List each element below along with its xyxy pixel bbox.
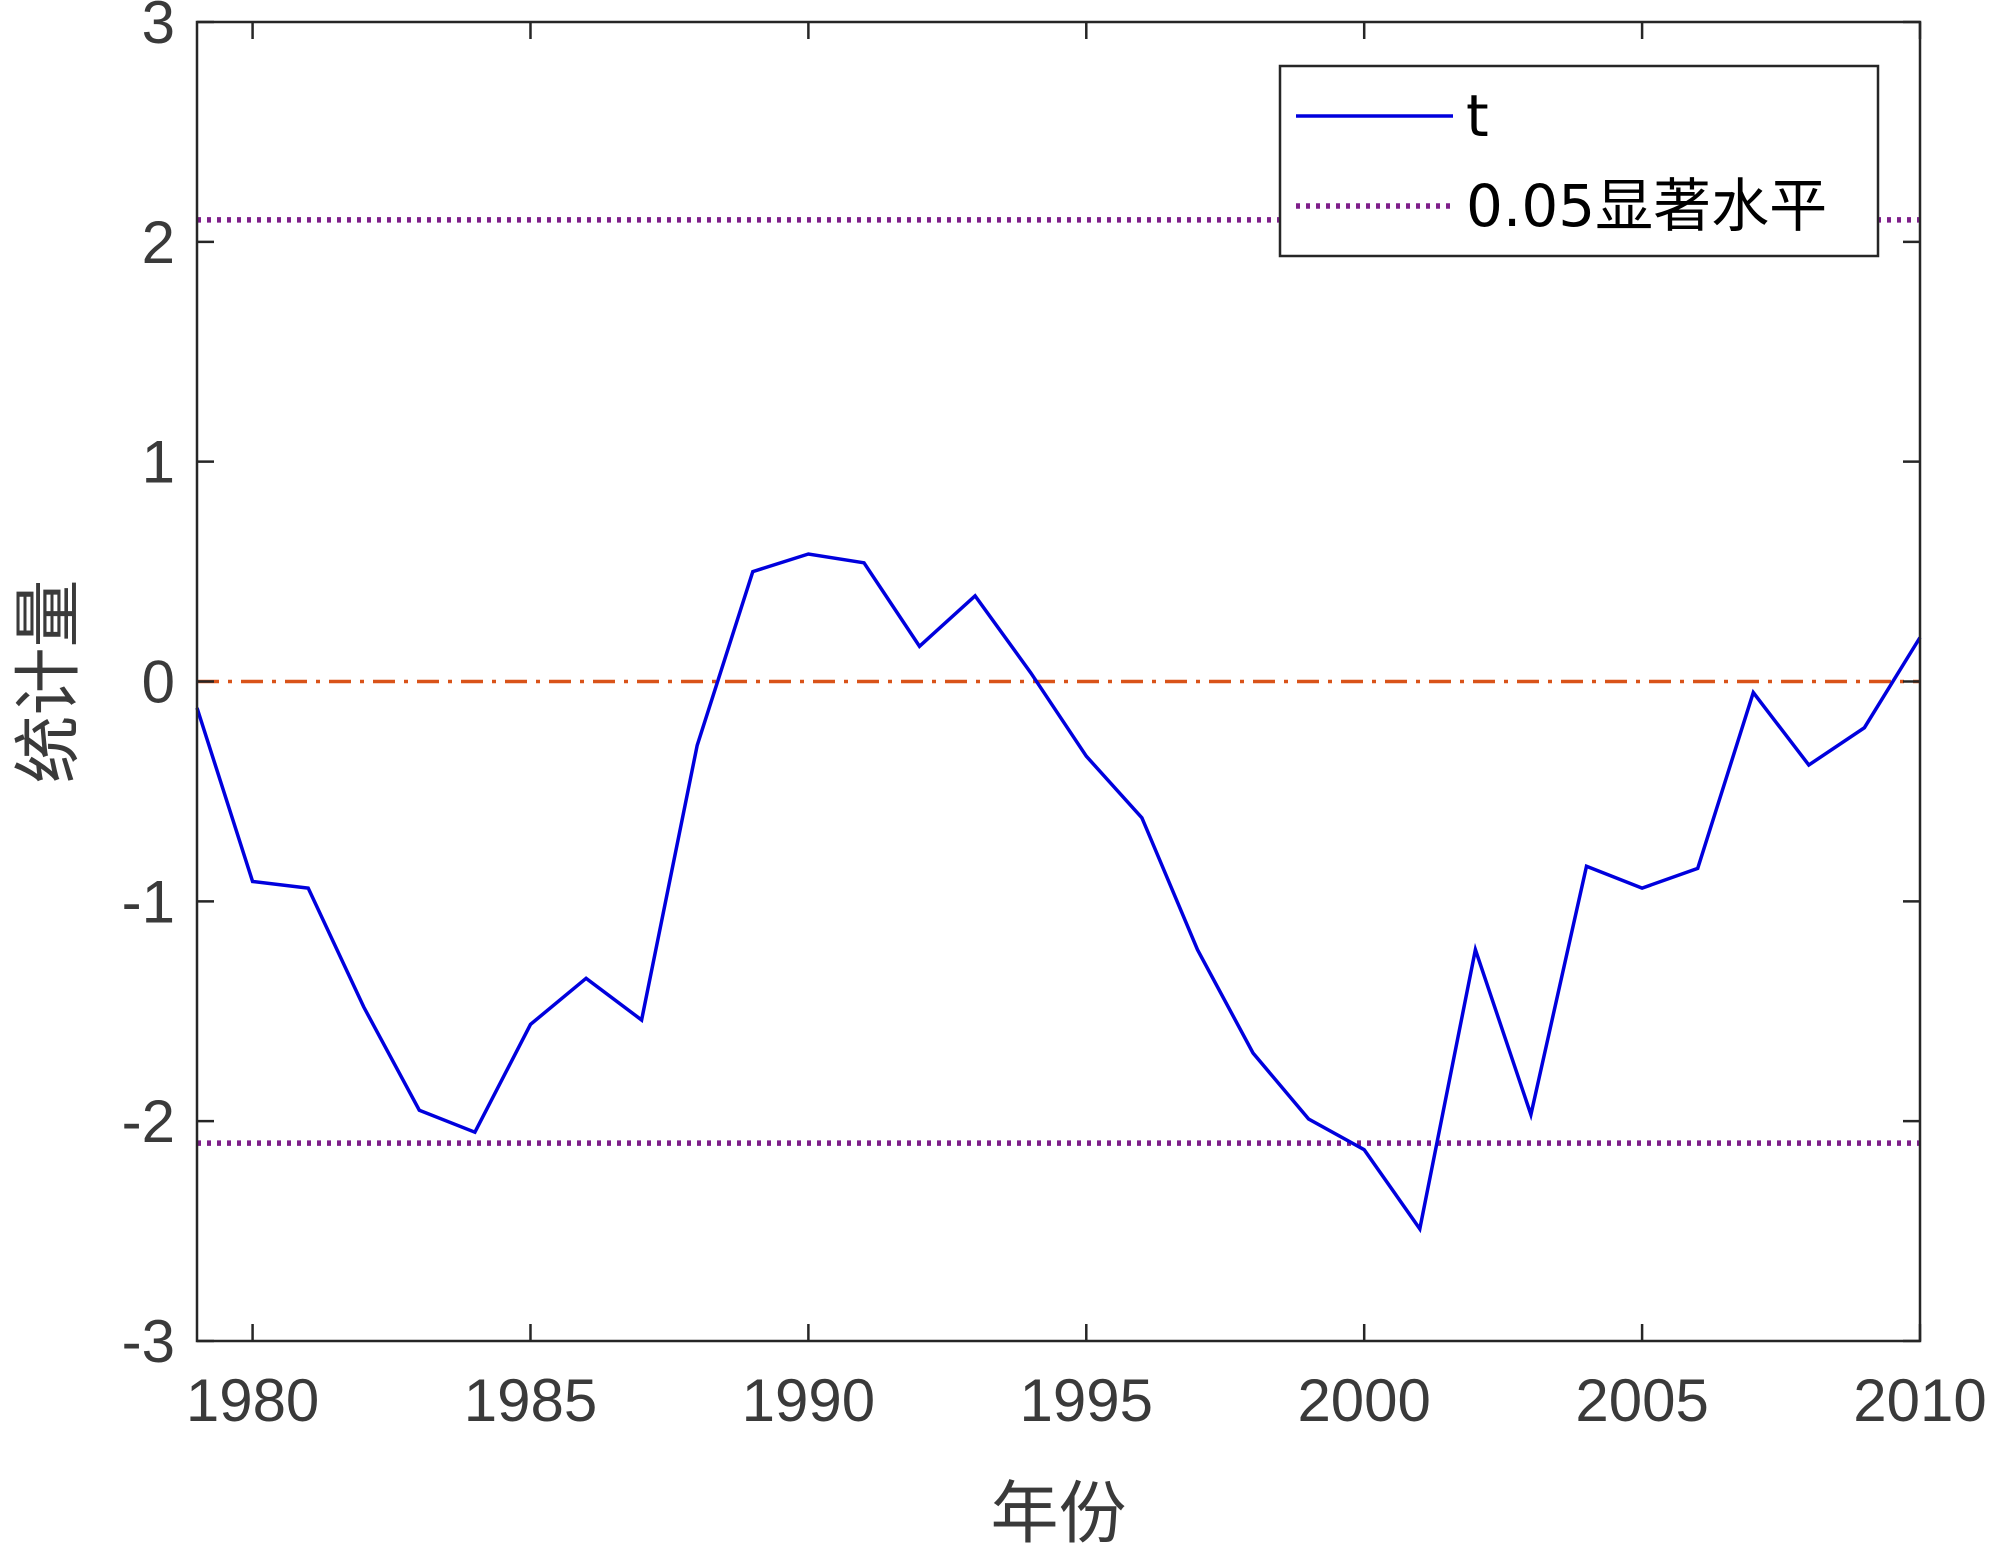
- x-axis-title: 年份: [990, 1475, 1126, 1554]
- x-axis-tick-labels: 1980 1985 1990 1995 2000 2005 2010: [186, 1367, 1987, 1434]
- reference-lines: [197, 220, 1920, 1143]
- series-line-t: [197, 554, 1920, 1229]
- y-tick-label: 2: [142, 209, 175, 276]
- y-tick-label: 1: [142, 429, 175, 496]
- data-series: [197, 554, 1920, 1229]
- x-tick-label: 2010: [1853, 1367, 1986, 1434]
- x-tick-label: 2005: [1575, 1367, 1708, 1434]
- x-tick-label: 1985: [464, 1367, 597, 1434]
- y-tick-label: -2: [122, 1088, 175, 1155]
- x-tick-label: 1995: [1020, 1367, 1153, 1434]
- y-axis-tick-labels: 3 2 1 0 -1 -2 -3: [122, 0, 175, 1375]
- y-tick-label: 3: [142, 0, 175, 56]
- y-tick-label: -1: [122, 868, 175, 935]
- y-axis-title: 统计量: [10, 579, 89, 783]
- x-tick-label: 1980: [186, 1367, 319, 1434]
- x-tick-label: 2000: [1297, 1367, 1430, 1434]
- y-tick-label: -3: [122, 1308, 175, 1375]
- legend-label-t: t: [1466, 82, 1489, 150]
- y-tick-label: 0: [142, 649, 175, 716]
- legend-label-significance: 0.05显著水平: [1466, 172, 1827, 240]
- x-tick-label: 1990: [742, 1367, 875, 1434]
- legend: t 0.05显著水平: [1280, 66, 1878, 256]
